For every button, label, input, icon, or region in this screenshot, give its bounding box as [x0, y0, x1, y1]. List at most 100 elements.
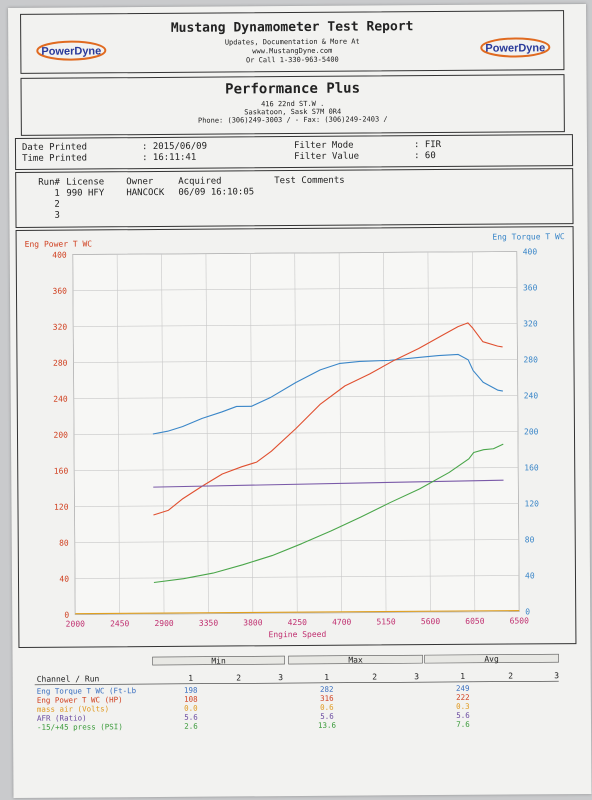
y-left-tick-label: 240: [53, 395, 68, 404]
y-right-tick-label: 400: [523, 247, 538, 256]
summary-row-name: AFR (Ratio): [37, 713, 87, 722]
grid-line-y: [73, 395, 518, 399]
run-1-number: 1: [54, 188, 60, 199]
y-right-tick-label: 320: [523, 319, 538, 328]
y-left-tick-label: 120: [54, 503, 69, 512]
grid-line-y: [74, 467, 519, 471]
logo-text-right: PowerDyne: [485, 42, 545, 54]
series-line-15-45-press-psi: [153, 443, 504, 584]
y-left-tick-label: 360: [53, 287, 68, 296]
summary-table: Min 1 2 3 Max 1 2 3 Avg 1 2 3 Channel / Run Eng Torqu…: [18, 644, 575, 788]
y-left-tick-label: 320: [53, 323, 68, 332]
x-tick-label: 5600: [421, 617, 441, 626]
series-line-eng-power-t-wc: [153, 322, 503, 516]
shop-info: Performance Plus 416 22nd ST.W . Saskato…: [20, 74, 565, 136]
grid-line-y: [74, 539, 519, 543]
y-left-tick-label: 200: [54, 431, 69, 440]
y-left-tick-label: 280: [53, 359, 68, 368]
y-right-tick-label: 40: [525, 571, 535, 580]
y-left-tick-label: 400: [52, 251, 67, 260]
run-2-number: 2: [54, 199, 60, 210]
summary-group-box: [152, 655, 285, 666]
run-3-number: 3: [54, 210, 60, 221]
print-info: Date Printed : 2015/06/09 Time Printed :…: [14, 134, 574, 170]
dyno-report-page: PowerDyne PowerDyne Mustang Dynamometer …: [8, 3, 592, 798]
time-label: Time Printed: [22, 153, 88, 164]
grid-line-y: [73, 323, 518, 327]
summary-row-name: Eng Torque T WC (Ft-Lb: [37, 686, 137, 696]
summary-run-number: 3: [554, 671, 559, 680]
summary-run-number: 2: [372, 672, 377, 681]
filter-mode-label: Filter Mode: [293, 140, 354, 152]
y-right-tick-label: 160: [524, 463, 539, 472]
summary-row-name: -15/+45 press (PSI): [37, 722, 123, 732]
summary-row-avg: 0.3: [456, 702, 470, 711]
grid-line-y: [73, 359, 518, 363]
x-tick-label: 4700: [332, 618, 352, 627]
filter-value-value: : 60: [414, 151, 436, 162]
grid-line-y: [73, 431, 518, 435]
x-tick-label: 2450: [110, 619, 130, 628]
y-left-tick-label: 40: [59, 575, 69, 584]
run-1-owner: HANCOCK: [126, 187, 165, 199]
run-1-license: 990 HFY: [66, 188, 105, 199]
runs-header-license: License: [66, 177, 105, 188]
y-right-tick-label: 200: [524, 427, 539, 436]
summary-row-avg: 249: [456, 684, 470, 693]
summary-row-min: 2.6: [184, 722, 198, 731]
summary-group-box: [288, 654, 423, 665]
report-header: PowerDyne PowerDyne Mustang Dynamometer …: [20, 10, 565, 74]
summary-row-min: 108: [184, 695, 198, 704]
x-tick-label: 6050: [465, 617, 485, 626]
dyno-chart-panel: 2000 2450 2900 3350 3800 4250 4700 5150 5600 6050…: [15, 226, 577, 648]
summary-run-number: 1: [188, 674, 193, 683]
logo-text-left: PowerDyne: [41, 45, 101, 57]
series-line-eng-torque-t-wc: [152, 353, 503, 435]
grid-line-y: [74, 575, 519, 579]
y-left-axis-label: Eng Power T WC: [25, 239, 93, 248]
time-value: : 16:11:41: [142, 152, 197, 164]
x-tick-label: 3350: [199, 619, 219, 628]
x-tick-label: 3800: [243, 618, 263, 627]
summary-row-min: 0.0: [184, 704, 198, 713]
filter-mode-value: : FIR: [413, 139, 442, 151]
summary-row-max: 282: [320, 685, 334, 694]
summary-row-min: 5.6: [184, 713, 198, 722]
powerdyne-logo-right: PowerDyne: [479, 31, 551, 60]
summary-row-max: 13.6: [318, 721, 337, 730]
x-tick-label: 2000: [66, 619, 86, 628]
y-right-tick-label: 0: [525, 607, 530, 616]
y-right-tick-label: 80: [525, 535, 535, 544]
summary-channel-header: Channel / Run: [37, 674, 100, 683]
summary-run-number: 1: [460, 672, 465, 681]
summary-row-max: 5.6: [320, 712, 334, 721]
grid-line-y: [72, 287, 517, 291]
summary-row-name: mass air (Volts): [37, 704, 109, 714]
summary-row-avg: 7.6: [456, 720, 470, 729]
series-line-mass-air-volts: [75, 610, 520, 615]
y-right-tick-label: 280: [523, 355, 538, 364]
x-tick-label: 2900: [154, 619, 174, 628]
summary-row-min: 198: [184, 686, 198, 695]
summary-run-number: 1: [324, 673, 329, 682]
y-right-axis-label: Eng Torque T WC: [492, 232, 564, 242]
x-axis-label: Engine Speed: [268, 630, 326, 639]
summary-divider: [34, 680, 559, 686]
summary-group-header: Max: [348, 656, 363, 665]
powerdyne-logo-left: PowerDyne: [35, 34, 107, 63]
series-line-afr-ratio: [153, 479, 504, 488]
summary-row-avg: 5.6: [456, 711, 470, 720]
grid-line-y: [74, 503, 519, 507]
y-left-tick-label: 160: [54, 467, 69, 476]
summary-run-number: 3: [414, 672, 419, 681]
summary-run-number: 3: [278, 673, 283, 682]
summary-row-max: 316: [320, 694, 334, 703]
grid-line-y: [72, 251, 517, 255]
y-left-tick-label: 0: [64, 611, 69, 620]
y-right-tick-label: 120: [524, 499, 539, 508]
date-label: Date Printed: [21, 142, 88, 153]
grid-line-x: [516, 251, 520, 612]
grid-line-y: [75, 611, 520, 615]
summary-group-box: [424, 653, 559, 664]
runs-header-run: Run#: [38, 177, 60, 188]
